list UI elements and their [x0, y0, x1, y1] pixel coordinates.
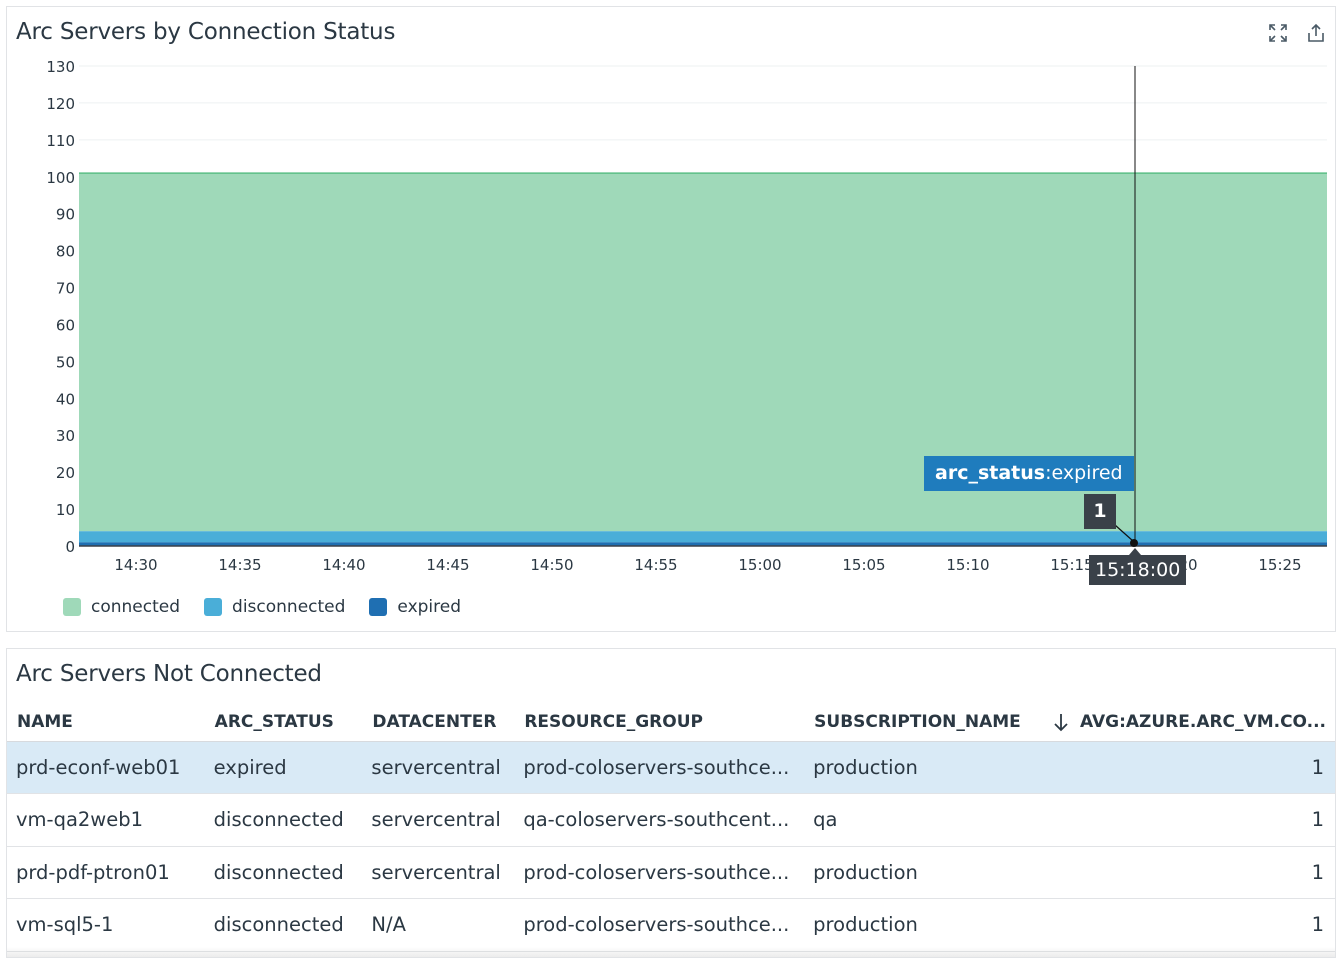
cell-datacenter: servercentral: [362, 741, 515, 794]
cell-resource-group: prod-coloservers-southce...: [514, 846, 805, 899]
column-header-name[interactable]: NAME: [7, 703, 205, 742]
x-tick-label: 14:55: [634, 556, 677, 574]
y-tick-label: 20: [56, 464, 75, 482]
table-header-row: NAME ARC_STATUS DATACENTER RESOURCE_GROU…: [7, 703, 1335, 742]
table-row[interactable]: prd-pdf-ptron01 disconnected servercentral…: [7, 846, 1335, 899]
column-header-arc-status[interactable]: ARC_STATUS: [204, 703, 363, 742]
legend-swatch: [369, 598, 388, 616]
x-tick-label: 14:40: [322, 556, 365, 574]
cell-value: 1: [1041, 846, 1335, 899]
tooltip-value: 1: [1084, 494, 1116, 529]
cell-name: prd-econf-web01: [7, 741, 205, 794]
legend-item-expired[interactable]: expired: [369, 597, 461, 617]
column-header-resource-group[interactable]: RESOURCE_GROUP: [514, 703, 805, 742]
table-widget: Arc Servers Not Connected NAME ARC_STATU…: [6, 648, 1336, 958]
table-row[interactable]: prd-econf-web01 expired servercentral prod-…: [7, 741, 1335, 794]
y-tick-label: 80: [56, 243, 75, 261]
cell-arc-status: disconnected: [204, 898, 363, 952]
tooltip-time: 15:18:00: [1089, 555, 1187, 585]
chart-legend: connected disconnected expired: [63, 597, 461, 617]
legend-swatch: [204, 598, 223, 616]
x-tick-label: 15:25: [1258, 556, 1301, 574]
x-tick-label: 15:00: [738, 556, 781, 574]
hover-marker: [1130, 539, 1138, 547]
expand-button[interactable]: [1265, 20, 1291, 46]
export-button[interactable]: [1303, 20, 1329, 46]
cell-datacenter: servercentral: [362, 793, 515, 847]
x-tick-label: 14:35: [218, 556, 261, 574]
legend-item-connected[interactable]: connected: [63, 597, 180, 617]
y-tick-label: 130: [46, 58, 75, 76]
x-tick-label: 15:15: [1050, 556, 1093, 574]
time-pointer: [1129, 548, 1141, 555]
x-tick-label: 14:30: [114, 556, 157, 574]
arrow-down-icon: [1054, 713, 1068, 732]
area-connected[interactable]: [79, 173, 1327, 532]
area-disconnected[interactable]: [79, 531, 1327, 543]
y-tick-label: 10: [56, 501, 75, 519]
area-chart[interactable]: 0 10 20 30 40 50 60 70 80 90 100 110 120 130 14:30 14:3…: [7, 7, 1337, 633]
export-icon: [1308, 23, 1324, 42]
chart-widget: Arc Servers by Connection Status 0 10 20 30…: [6, 6, 1336, 632]
legend-swatch: [63, 598, 81, 616]
column-header-datacenter[interactable]: DATACENTER: [362, 703, 515, 742]
y-tick-label: 40: [56, 390, 75, 408]
cell-datacenter: servercentral: [362, 846, 515, 899]
cell-resource-group: prod-coloservers-southce...: [514, 741, 805, 794]
y-tick-label: 50: [56, 353, 75, 371]
cell-value: 1: [1041, 793, 1335, 847]
column-header-avg-metric[interactable]: AVG:AZURE.ARC_VM.CO...: [1041, 703, 1335, 742]
cell-value: 1: [1041, 741, 1335, 794]
servers-table: NAME ARC_STATUS DATACENTER RESOURCE_GROU…: [7, 703, 1335, 952]
cell-value: 1: [1041, 898, 1335, 952]
cell-name: vm-sql5-1: [7, 898, 205, 952]
cell-resource-group: qa-coloservers-southcent...: [514, 793, 805, 847]
y-tick-label: 90: [56, 206, 75, 224]
tooltip-connector: [1114, 524, 1134, 542]
y-tick-label: 110: [46, 132, 75, 150]
cell-subscription: production: [804, 741, 1042, 794]
cell-datacenter: N/A: [362, 898, 515, 952]
cell-resource-group: prod-coloservers-southce...: [514, 898, 805, 952]
table-row[interactable]: vm-sql5-1 disconnected N/A prod-coloservers…: [7, 898, 1335, 952]
cell-name: vm-qa2web1: [7, 793, 205, 847]
cell-arc-status: disconnected: [204, 793, 363, 847]
x-tick-label: 14:50: [530, 556, 573, 574]
cell-name: prd-pdf-ptron01: [7, 846, 205, 899]
cell-arc-status: disconnected: [204, 846, 363, 899]
area-expired[interactable]: [79, 542, 1327, 546]
y-tick-label: 100: [46, 169, 75, 187]
cell-arc-status: expired: [204, 741, 363, 794]
table-title: Arc Servers Not Connected: [16, 661, 322, 687]
cell-subscription: production: [804, 846, 1042, 899]
x-tick-label: 14:45: [426, 556, 469, 574]
scroll-shadow: [7, 947, 1335, 957]
series-tooltip: arc_status:expired: [924, 456, 1134, 491]
x-tick-label: 15:10: [946, 556, 989, 574]
chart-title: Arc Servers by Connection Status: [16, 19, 396, 45]
column-header-subscription-name[interactable]: SUBSCRIPTION_NAME: [804, 703, 1042, 742]
y-tick-label: 70: [56, 280, 75, 298]
y-tick-label: 60: [56, 316, 75, 334]
y-tick-label: 0: [65, 538, 75, 556]
expand-icon: [1269, 24, 1287, 42]
legend-item-disconnected[interactable]: disconnected: [204, 597, 345, 617]
y-tick-label: 30: [56, 427, 75, 445]
y-tick-label: 120: [46, 95, 75, 113]
table-row[interactable]: vm-qa2web1 disconnected servercentral qa-co…: [7, 793, 1335, 847]
cell-subscription: production: [804, 898, 1042, 952]
x-tick-label: 15:05: [842, 556, 885, 574]
cell-subscription: qa: [804, 793, 1042, 847]
